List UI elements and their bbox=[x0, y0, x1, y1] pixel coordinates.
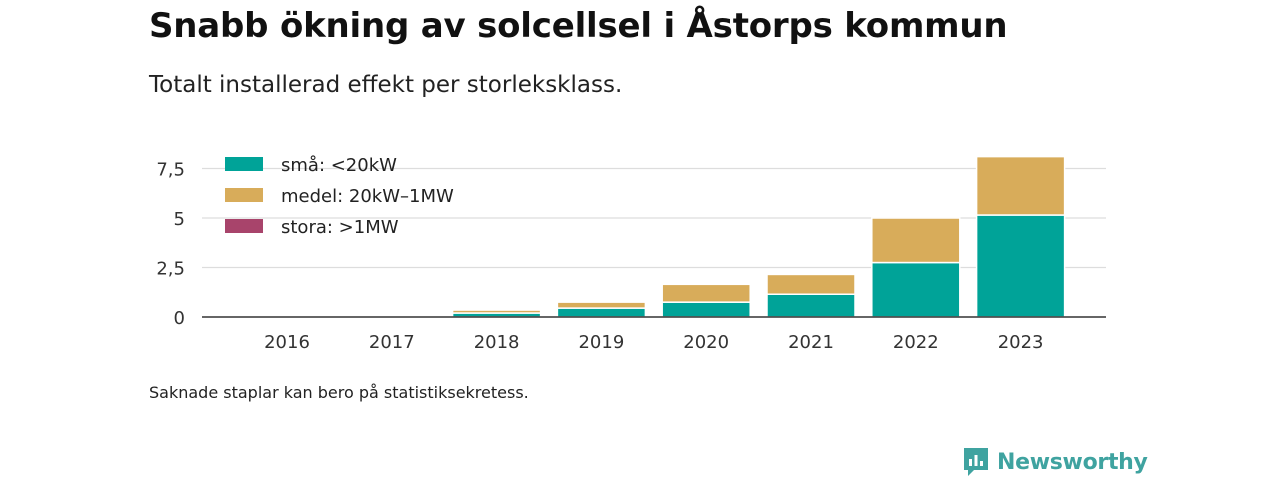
bar-segment bbox=[556, 301, 647, 309]
chart-subtitle: Totalt installerad effekt per storlekskl… bbox=[149, 72, 623, 98]
x-tick-label: 2016 bbox=[264, 332, 310, 353]
x-tick-label: 2019 bbox=[578, 332, 624, 353]
bar-segment bbox=[661, 301, 751, 318]
legend: små: <20kW medel: 20kW–1MW stora: >1MW bbox=[225, 155, 454, 238]
x-tick-label: 2020 bbox=[683, 332, 729, 353]
bar-segment bbox=[871, 217, 961, 264]
x-tick-label: 2021 bbox=[788, 332, 834, 353]
footnote: Saknade staplar kan bero på statistiksek… bbox=[149, 383, 529, 402]
bar-segment bbox=[975, 214, 1066, 318]
x-tick-label: 2023 bbox=[998, 332, 1044, 353]
axes: 0 2,5 5 7,5 2016 2017 2018 2019 2020 2021 2022 2023 bbox=[156, 160, 1106, 353]
bar-segment bbox=[766, 293, 856, 318]
x-tick-label: 2017 bbox=[369, 332, 415, 353]
bar-segment bbox=[451, 309, 542, 314]
y-tick-label: 7,5 bbox=[156, 160, 185, 181]
brand-name: Newsworthy bbox=[997, 449, 1148, 475]
bar-segment bbox=[661, 283, 751, 303]
legend-swatch bbox=[225, 219, 263, 233]
bar-segment bbox=[766, 273, 856, 295]
y-tick-label: 5 bbox=[174, 209, 185, 230]
bar-segment bbox=[556, 307, 647, 318]
chart-title: Snabb ökning av solcellsel i Åstorps kom… bbox=[149, 6, 1008, 46]
stacked-bar-chart: 0 2,5 5 7,5 2016 2017 2018 2019 2020 2021 2022 2023… bbox=[156, 155, 1106, 353]
y-tick-label: 0 bbox=[174, 308, 185, 329]
y-tick-label: 2,5 bbox=[156, 259, 185, 280]
newsworthy-brand[interactable]: Newsworthy bbox=[962, 446, 1148, 478]
bars bbox=[451, 155, 1066, 318]
legend-label: stora: >1MW bbox=[281, 217, 399, 238]
newsworthy-logo-icon bbox=[964, 448, 988, 476]
x-tick-label: 2022 bbox=[893, 332, 939, 353]
x-tick-label: 2018 bbox=[474, 332, 520, 353]
legend-label: små: <20kW bbox=[281, 155, 397, 176]
bar-segment bbox=[871, 261, 961, 318]
legend-label: medel: 20kW–1MW bbox=[281, 186, 454, 207]
legend-swatch bbox=[225, 157, 263, 171]
bar-segment bbox=[975, 155, 1066, 216]
legend-swatch bbox=[225, 188, 263, 202]
